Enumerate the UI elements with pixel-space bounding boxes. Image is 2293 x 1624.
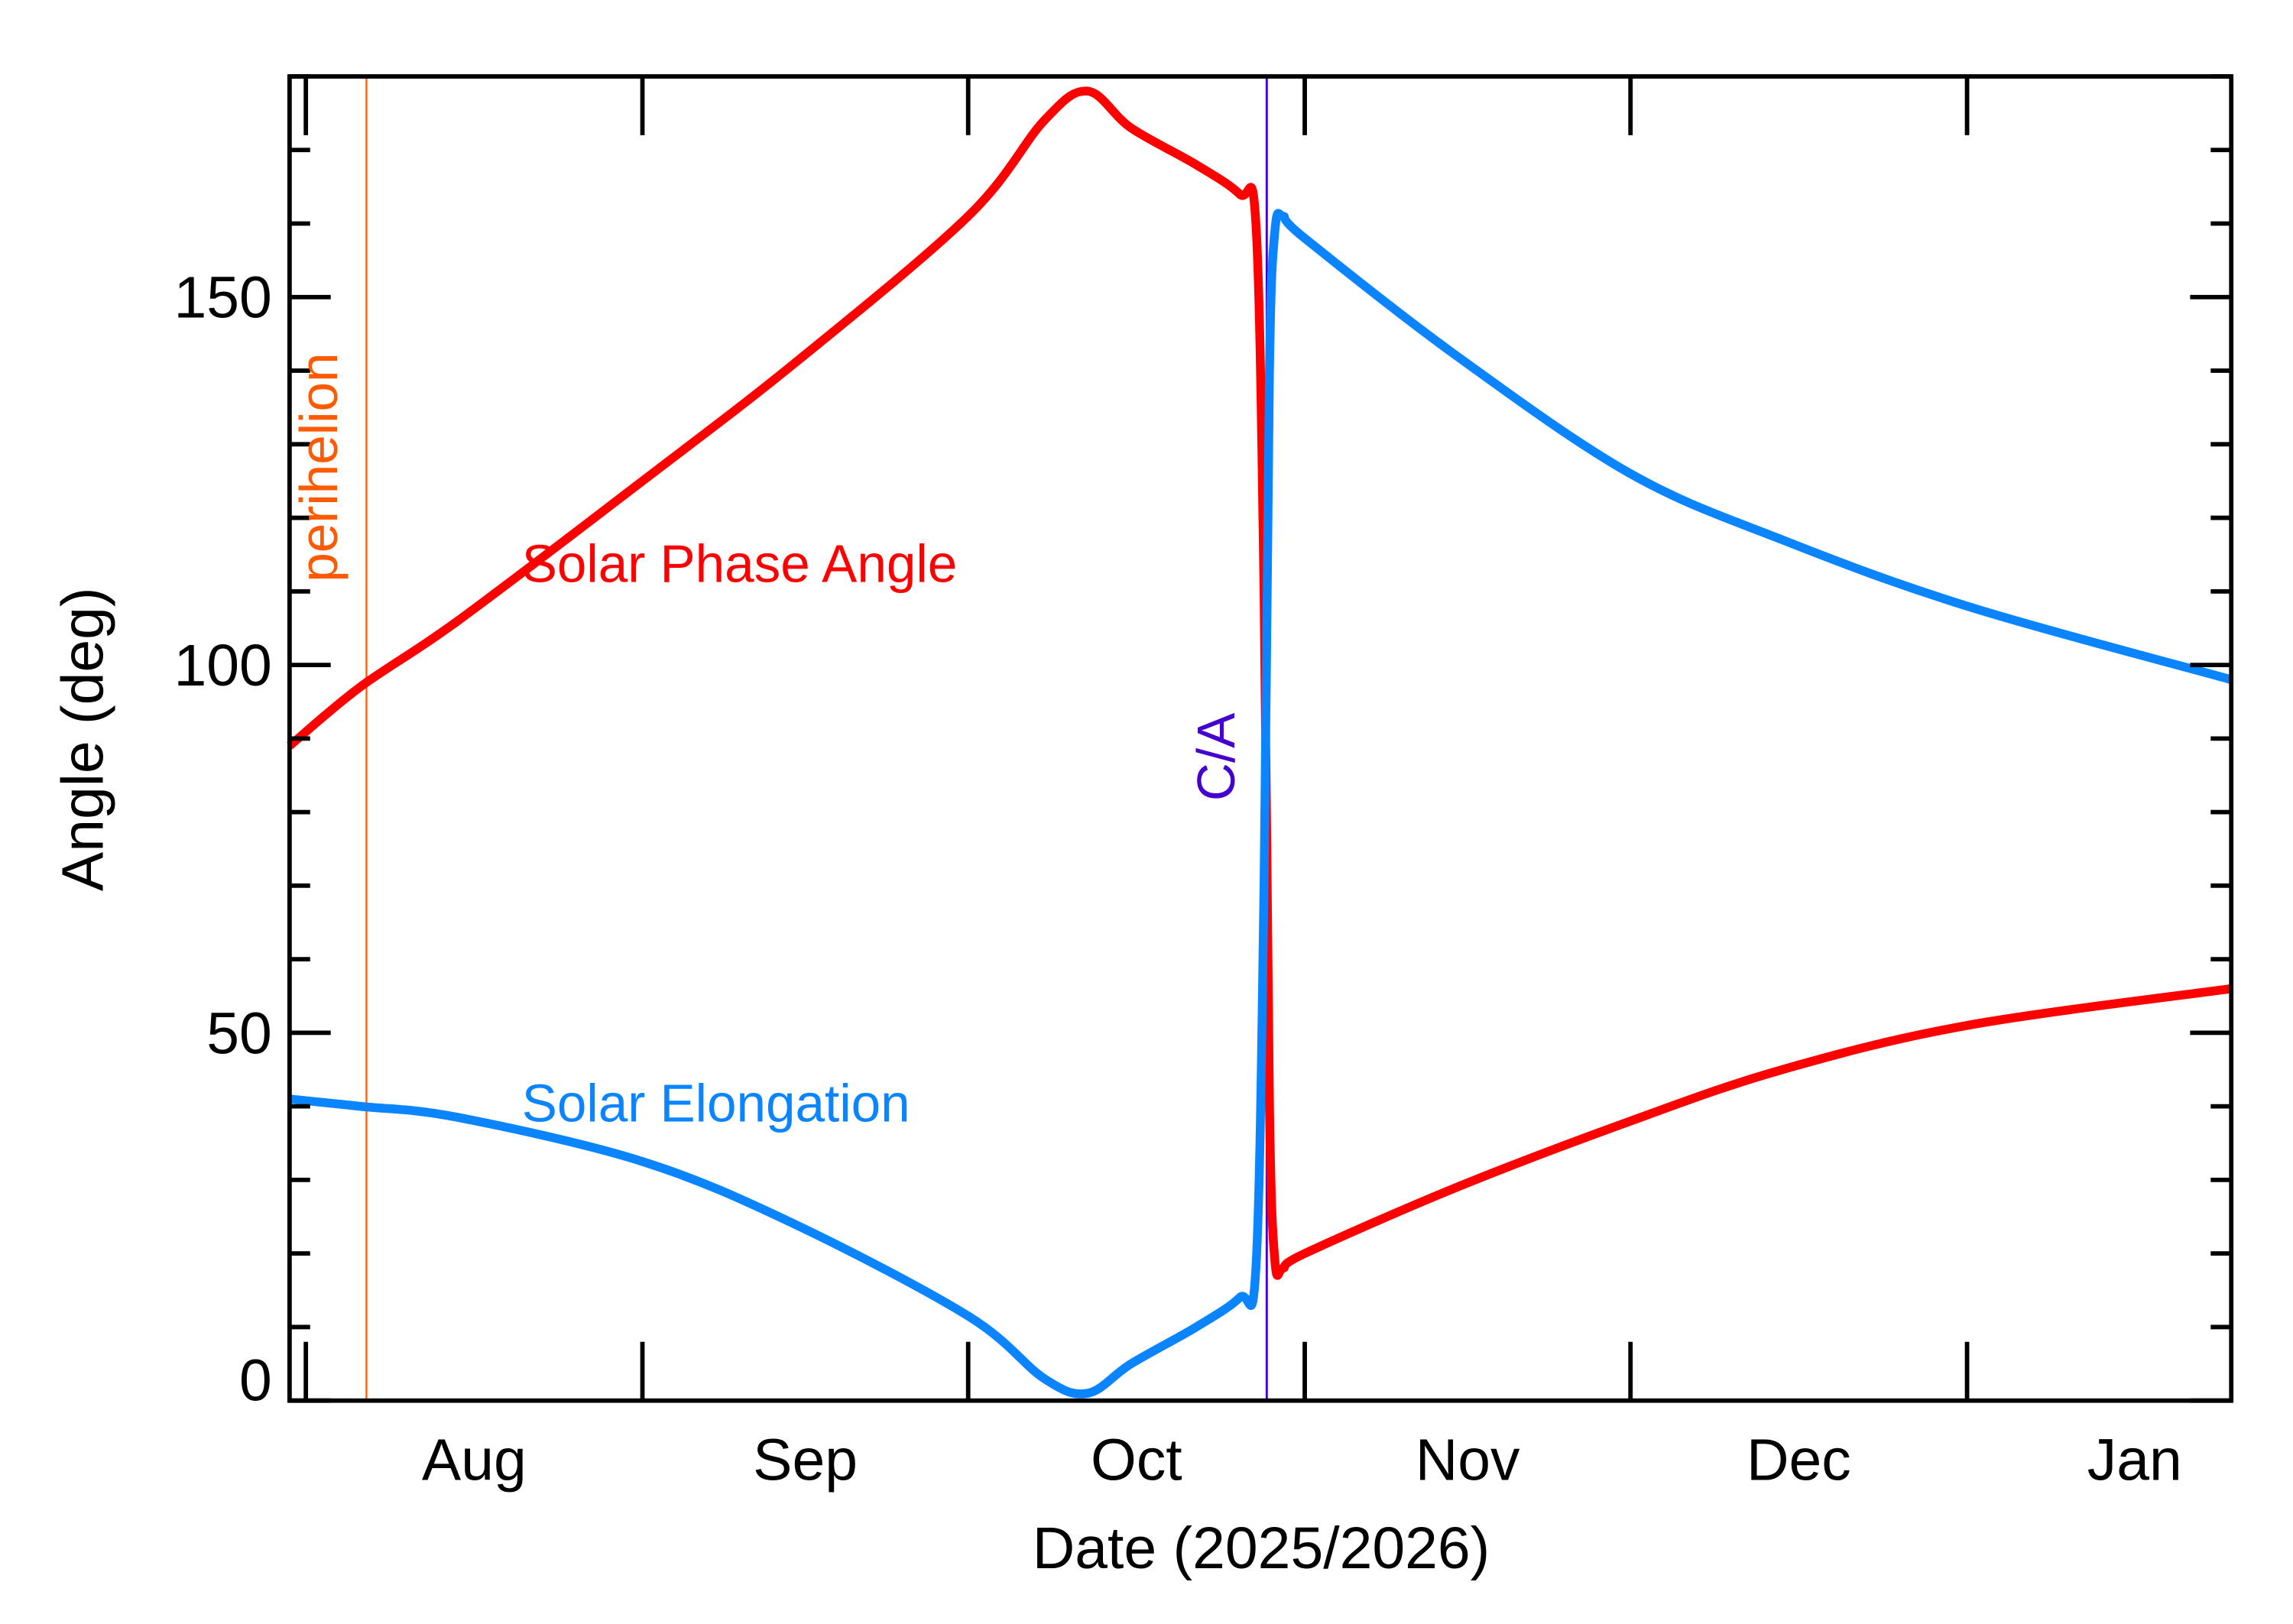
y-tick-label: 150 <box>174 265 271 331</box>
series-label-elongation: Solar Elongation <box>522 1073 910 1133</box>
x-axis-title: Date (2025/2026) <box>1033 1515 1490 1581</box>
x-tick-label: Jan <box>2087 1428 2182 1493</box>
elongation-line <box>289 209 2233 1399</box>
x-tick-label: Sep <box>753 1428 858 1493</box>
y-axis-title: Angle (deg) <box>50 588 116 892</box>
x-tick-label: Oct <box>1091 1428 1182 1493</box>
series-label-phase-angle: Solar Phase Angle <box>522 534 958 594</box>
x-tick-label: Nov <box>1416 1428 1520 1493</box>
y-tick-label: 100 <box>174 633 271 699</box>
x-tick-label: Dec <box>1747 1428 1851 1493</box>
y-tick-label: 50 <box>206 1000 272 1066</box>
y-tick-label: 0 <box>239 1348 272 1414</box>
closest-approach-label: C/A <box>1186 712 1246 801</box>
x-tick-label: Aug <box>422 1428 527 1493</box>
phase-angle-line <box>287 86 2233 1280</box>
perihelion-label: perihelion <box>289 352 349 582</box>
